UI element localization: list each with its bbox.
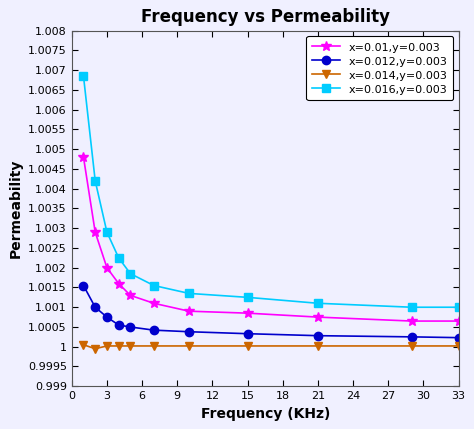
x=0.01,y=0.003 [104,265,110,270]
x=0.014,y=0.003 [128,343,133,348]
x=0.012,y=0.003 [409,334,415,339]
Line: x=0.01,y=0.003: x=0.01,y=0.003 [79,152,464,326]
x=0.012,y=0.003 [315,333,321,338]
Line: x=0.014,y=0.003: x=0.014,y=0.003 [79,341,463,353]
x=0.014,y=0.003 [116,343,121,348]
x=0.016,y=0.003 [104,230,110,235]
x=0.014,y=0.003 [409,343,415,348]
x=0.012,y=0.003 [456,335,462,340]
x=0.014,y=0.003 [186,343,192,348]
x=0.012,y=0.003 [81,283,86,288]
x=0.016,y=0.003 [409,305,415,310]
Title: Frequency vs Permeability: Frequency vs Permeability [141,8,390,26]
x=0.014,y=0.003 [104,343,110,348]
x=0.01,y=0.003 [116,281,121,286]
Line: x=0.016,y=0.003: x=0.016,y=0.003 [79,72,463,311]
x=0.01,y=0.003 [186,308,192,314]
x=0.01,y=0.003 [315,314,321,320]
x=0.016,y=0.003 [186,291,192,296]
x=0.014,y=0.003 [315,343,321,348]
x=0.01,y=0.003 [151,301,157,306]
Line: x=0.012,y=0.003: x=0.012,y=0.003 [79,281,463,342]
x=0.016,y=0.003 [151,283,157,288]
x=0.012,y=0.003 [128,324,133,329]
x=0.012,y=0.003 [151,328,157,333]
x=0.012,y=0.003 [186,329,192,334]
x=0.016,y=0.003 [81,73,86,79]
x=0.012,y=0.003 [245,331,250,336]
x=0.01,y=0.003 [409,318,415,323]
x=0.01,y=0.003 [245,311,250,316]
x=0.014,y=0.003 [151,343,157,348]
x=0.016,y=0.003 [245,295,250,300]
x=0.016,y=0.003 [92,178,98,183]
x=0.014,y=0.003 [456,343,462,348]
x=0.016,y=0.003 [456,305,462,310]
x=0.016,y=0.003 [116,255,121,260]
x=0.012,y=0.003 [116,323,121,328]
X-axis label: Frequency (KHz): Frequency (KHz) [201,407,330,421]
x=0.012,y=0.003 [104,314,110,320]
x=0.01,y=0.003 [128,293,133,298]
Legend: x=0.01,y=0.003, x=0.012,y=0.003, x=0.014,y=0.003, x=0.016,y=0.003: x=0.01,y=0.003, x=0.012,y=0.003, x=0.014… [307,36,453,100]
x=0.012,y=0.003 [92,305,98,310]
x=0.014,y=0.003 [92,346,98,351]
x=0.014,y=0.003 [81,342,86,347]
Y-axis label: Permeability: Permeability [9,159,22,258]
x=0.01,y=0.003 [92,230,98,235]
x=0.01,y=0.003 [81,154,86,160]
x=0.016,y=0.003 [315,301,321,306]
x=0.01,y=0.003 [456,318,462,323]
x=0.016,y=0.003 [128,271,133,276]
x=0.014,y=0.003 [245,343,250,348]
